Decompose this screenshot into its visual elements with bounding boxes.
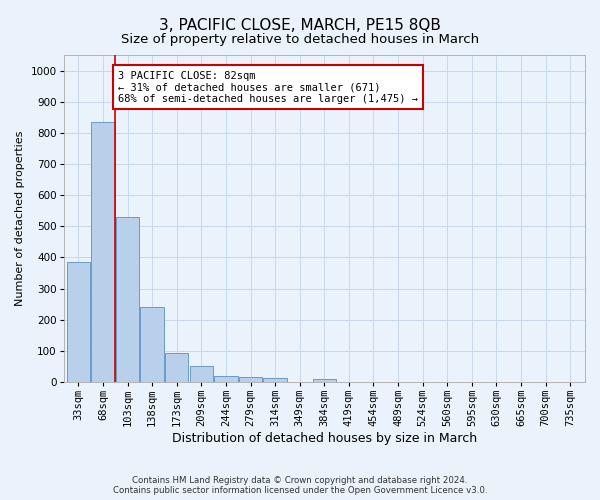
Bar [91,122,115,382]
Text: Contains HM Land Registry data © Crown copyright and database right 2024.
Contai: Contains HM Land Registry data © Crown c… [113,476,487,495]
Bar [190,366,213,382]
Bar [67,262,90,382]
Bar [140,308,164,382]
Bar [116,217,139,382]
Y-axis label: Number of detached properties: Number of detached properties [15,131,25,306]
Bar [214,376,238,382]
Bar [239,378,262,382]
Text: 3 PACIFIC CLOSE: 82sqm
← 31% of detached houses are smaller (671)
68% of semi-de: 3 PACIFIC CLOSE: 82sqm ← 31% of detached… [118,70,418,104]
Bar [263,378,287,382]
Text: 3, PACIFIC CLOSE, MARCH, PE15 8QB: 3, PACIFIC CLOSE, MARCH, PE15 8QB [159,18,441,32]
Bar [313,379,336,382]
Text: Size of property relative to detached houses in March: Size of property relative to detached ho… [121,32,479,46]
X-axis label: Distribution of detached houses by size in March: Distribution of detached houses by size … [172,432,477,445]
Bar [165,353,188,382]
